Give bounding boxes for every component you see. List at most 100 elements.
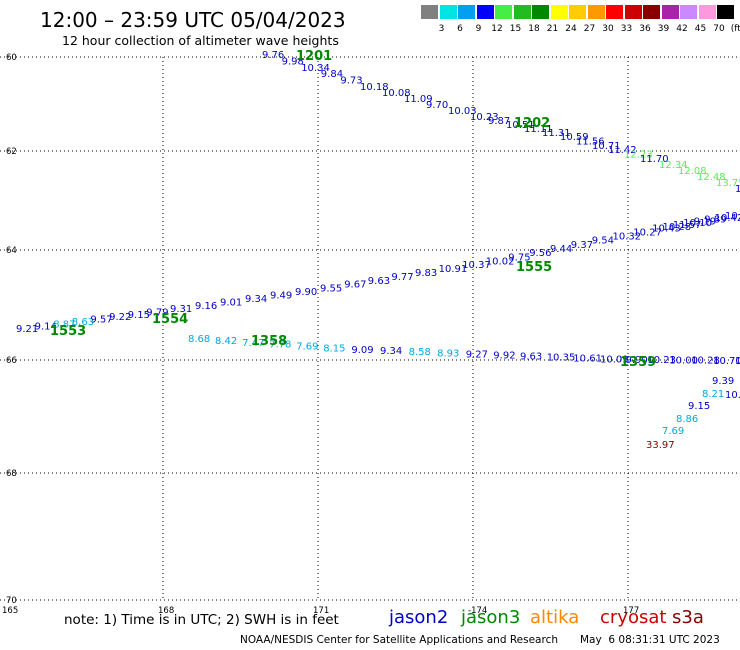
color-scale-label: 21 [546, 24, 559, 34]
wave-height-low-track: 8.15 [323, 344, 345, 355]
color-swatch [569, 5, 586, 19]
color-scale-label: 45 [694, 24, 707, 34]
wave-height-low-track: 10.61 [573, 353, 602, 364]
wave-height-low-track: 10.35 [547, 352, 576, 363]
color-swatch [421, 5, 438, 19]
wave-height-mid-track: 9.75 [508, 252, 530, 263]
wave-height-mid-track: 9.54 [592, 236, 614, 247]
pass-number-label: 1202 [514, 116, 550, 131]
wave-height-top-track: 9.87 [488, 116, 510, 127]
wave-height-low-track: 1 [735, 356, 740, 367]
wave-height-mid-track: 9.37 [571, 240, 593, 251]
color-swatch [513, 5, 531, 19]
wave-height-mid-track: 9.77 [391, 272, 413, 283]
color-scale-label: 42 [676, 24, 688, 34]
wave-height-mid-track: 9.21 [16, 324, 38, 335]
wave-height-low-track: 10.00 [669, 355, 698, 366]
wave-height-mid-track: 9.31 [170, 304, 192, 315]
color-swatch [458, 5, 475, 19]
latitude-label: 62 [6, 147, 17, 157]
wave-height-mid-track: 9.56 [529, 248, 551, 259]
wave-height-low-track: 10.70 [713, 356, 740, 367]
wave-height-low-track: 9.34 [380, 346, 402, 357]
wave-height-mid-track: 10.43 [652, 224, 681, 235]
wave-height-mid-track: 10.28 [663, 222, 692, 233]
color-scale-label: 30 [602, 24, 614, 34]
grid-lines [0, 56, 740, 601]
credit-line: NOAA/NESDIS Center for Satellite Applica… [240, 634, 558, 646]
wave-height-top-track: 11.70 [640, 154, 669, 165]
wave-height-top-track: 12.08 [678, 166, 707, 177]
color-swatch [717, 5, 734, 19]
wave-height-mid-track: 9.79 [146, 308, 168, 319]
pass-number-label: 1554 [152, 312, 188, 327]
color-swatch [495, 5, 512, 19]
wave-height-mid-track: 9.19 [694, 216, 716, 227]
color-swatch [643, 5, 660, 19]
wave-height-south-track: 9.15 [688, 401, 710, 412]
pass-number-label: 1359 [620, 355, 656, 370]
wave-height-low-track: 10.28 [691, 356, 720, 367]
wave-height-top-track: 10.03 [448, 106, 477, 117]
legend-s3a: s3a [672, 607, 704, 628]
color-swatch [680, 5, 697, 19]
wave-height-mid-track: 8.87 [53, 319, 75, 330]
color-scale-label: 27 [583, 24, 596, 34]
wave-height-top-track: 11.56 [576, 136, 605, 147]
wave-height-mid-track: 9.83 [415, 268, 437, 279]
wave-height-mid-track: 8.63 [72, 317, 94, 328]
wave-height-mid-track: 10.27 [633, 227, 662, 238]
page-subtitle: 12 hour collection of altimeter wave hei… [62, 33, 339, 48]
color-scale-label: 6 [457, 24, 463, 34]
wave-height-top-track: 13.75 [716, 178, 740, 189]
wave-height-mid-track: 10.91 [439, 264, 468, 275]
wave-height-top-track: 9.84 [321, 69, 343, 80]
color-swatch [587, 5, 605, 19]
wave-height-mid-track: 10.37 [462, 260, 491, 271]
wave-height-mid-track: 9.15 [128, 310, 150, 321]
wave-height-mid-track: 9.14 [35, 322, 57, 333]
pass-number-label: 1553 [50, 324, 86, 339]
generated-timestamp: May 6 08:31:31 UTC 2023 [580, 634, 720, 646]
wave-height-low-track: 8.42 [215, 336, 237, 347]
color-swatch [606, 5, 623, 19]
pass-number-label: 1555 [516, 260, 552, 275]
color-swatch [439, 5, 457, 19]
wave-height-top-track: 12.23 [624, 150, 653, 161]
longitude-label: 165 [2, 606, 18, 616]
wave-height-top-track: 12.34 [659, 160, 688, 171]
wave-height-low-track: 10.09 [600, 354, 629, 365]
color-scale-label: 15 [509, 24, 522, 34]
wave-height-top-track: 10.59 [560, 132, 589, 143]
wave-height-top-track: 1 [735, 184, 740, 195]
wave-height-mid-track: 10.32 [613, 232, 642, 243]
wave-height-low-track: 8.93 [437, 348, 459, 359]
wave-height-low-track: 7.47 [242, 338, 264, 349]
wave-height-top-track: 10.08 [382, 88, 411, 99]
pass-number-label: 1358 [251, 334, 287, 349]
wave-height-south-track: 10. [725, 390, 740, 401]
latitude-label: 60 [6, 53, 17, 63]
wave-height-top-track: 10.18 [360, 82, 389, 93]
wave-height-top-track: 12.48 [697, 172, 726, 183]
color-swatch [624, 5, 642, 19]
wave-height-mid-track: 9.89 [704, 215, 726, 226]
color-swatch [532, 5, 549, 19]
legend-cryosat: cryosat [600, 607, 667, 628]
wave-height-mid-track: 11.57 [673, 220, 702, 231]
wave-height-top-track: 9.98 [282, 56, 304, 67]
wave-height-top-track: 10.51 [506, 120, 535, 131]
latitude-label: 68 [6, 469, 17, 479]
legend-altika: altika [530, 607, 580, 628]
color-scale-label: 33 [620, 24, 633, 34]
longitude-label: 177 [623, 606, 639, 616]
wave-height-mid-track: 9.57 [90, 315, 112, 326]
color-scale-label: 36 [639, 24, 651, 34]
wave-height-mid-track: 9.90 [295, 287, 317, 298]
wave-height-top-track: 10.71 [592, 141, 621, 152]
color-swatch [698, 5, 716, 19]
color-scale-label: 18 [528, 24, 540, 34]
latitude-label: 66 [6, 356, 17, 366]
